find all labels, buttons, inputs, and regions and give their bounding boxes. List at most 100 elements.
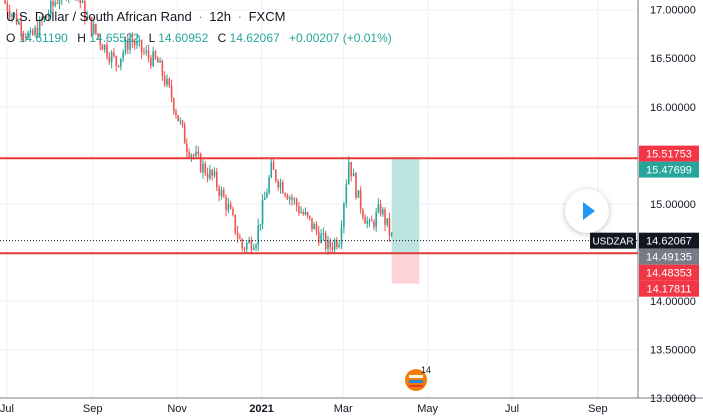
candle-body: [232, 208, 234, 215]
price-label-box: [639, 145, 699, 162]
interval-label[interactable]: 12h: [209, 9, 231, 24]
candle-body: [195, 151, 197, 156]
candle-body: [15, 13, 18, 25]
candle-body: [222, 189, 225, 198]
candle-body: [183, 124, 186, 144]
candle-body: [190, 154, 193, 158]
candle-body: [154, 51, 157, 59]
candle-body: [47, 14, 50, 17]
candle-body: [377, 204, 380, 212]
candle-body: [272, 162, 275, 170]
candle-body: [338, 244, 340, 247]
high-value: 14.65522: [89, 31, 140, 45]
candle-body: [97, 33, 99, 37]
candle-body: [34, 27, 36, 35]
price-label-text: 15.51753: [646, 149, 692, 161]
candle-body: [241, 239, 243, 249]
candle-body: [90, 17, 93, 34]
open-value: 14.61190: [18, 31, 68, 45]
candle-body: [386, 218, 389, 225]
price-label-text: 14.17811: [646, 284, 691, 296]
candle-body: [103, 44, 106, 51]
candle-body: [101, 44, 104, 51]
candle-body: [38, 19, 41, 37]
candle-body: [300, 212, 302, 214]
candle-body: [177, 115, 179, 121]
source-label: FXCM: [248, 9, 286, 24]
candle-body: [25, 35, 27, 38]
candle-body: [388, 218, 391, 236]
candle-body: [117, 65, 120, 67]
time-tick-label: 2021: [249, 403, 273, 415]
price-label-text: 14.48353: [646, 268, 692, 280]
target-zone[interactable]: [391, 157, 420, 254]
candle-body: [124, 39, 127, 53]
candle-body: [126, 39, 129, 50]
candle-body: [213, 171, 216, 176]
candle-body: [179, 120, 182, 122]
price-label-text: 15.47699: [646, 165, 692, 177]
time-tick-label: Nov: [167, 403, 187, 415]
chart-header[interactable]: U.S. Dollar / South African Rand · 12h ·…: [6, 9, 285, 24]
candle-body: [218, 187, 220, 196]
tradingview-badge-icon: 14: [405, 365, 431, 391]
candle-body: [355, 173, 357, 198]
high-label: H: [77, 31, 86, 45]
candle-body: [275, 169, 277, 181]
candle-body: [246, 243, 248, 250]
candle-body: [373, 221, 375, 227]
price-tick-label: 13.50000: [650, 344, 696, 356]
stop-zone[interactable]: [391, 253, 420, 284]
candle-body: [291, 197, 293, 200]
price-label-box: [639, 280, 699, 297]
candle-body: [4, 0, 6, 4]
candle-body: [58, 0, 61, 4]
candle-body: [84, 1, 86, 20]
candle-body: [52, 1, 54, 6]
candle-body: [197, 151, 200, 154]
candle-body: [229, 204, 232, 209]
candle-body: [333, 240, 336, 250]
candle-body: [181, 120, 184, 125]
candle-body: [206, 173, 209, 179]
candle-body: [384, 209, 386, 225]
candle-body: [370, 220, 373, 222]
candle-body: [45, 16, 48, 18]
symbol-name[interactable]: U.S. Dollar / South African Rand: [6, 9, 192, 24]
candle-body: [327, 240, 329, 250]
candle-body: [255, 245, 257, 249]
candle-body: [295, 199, 298, 207]
candle-body: [216, 171, 218, 188]
candle-body: [92, 24, 95, 34]
candle-body: [368, 220, 371, 222]
candle-body: [81, 1, 84, 3]
time-tick-label: Jul: [0, 403, 14, 415]
candle-body: [329, 240, 332, 248]
candle-body: [29, 30, 32, 33]
candle-body: [324, 232, 327, 250]
candle-body: [277, 180, 279, 188]
candle-body: [43, 16, 46, 21]
candle-body: [362, 209, 364, 218]
candle-body: [192, 154, 195, 156]
candle-body: [170, 85, 173, 99]
play-button[interactable]: [565, 189, 609, 233]
play-icon: [583, 202, 595, 220]
candle-body: [110, 52, 113, 62]
candle-body: [252, 248, 255, 250]
candle-body: [13, 13, 16, 15]
tradingview-badge[interactable]: 14: [403, 364, 433, 394]
candle-body: [86, 16, 88, 20]
candle-body: [379, 204, 382, 215]
candle-body: [382, 209, 384, 215]
ohlc-legend: O 14.61190 H 14.65522 L 14.60952 C 14.62…: [6, 31, 392, 45]
price-tick-label: 16.50000: [650, 53, 696, 65]
change-value: +0.00207 (+0.01%): [289, 31, 392, 45]
candle-body: [108, 56, 111, 62]
close-label: C: [217, 31, 227, 45]
candle-body: [315, 224, 318, 232]
candle-body: [138, 39, 141, 42]
candle-body: [311, 218, 313, 230]
